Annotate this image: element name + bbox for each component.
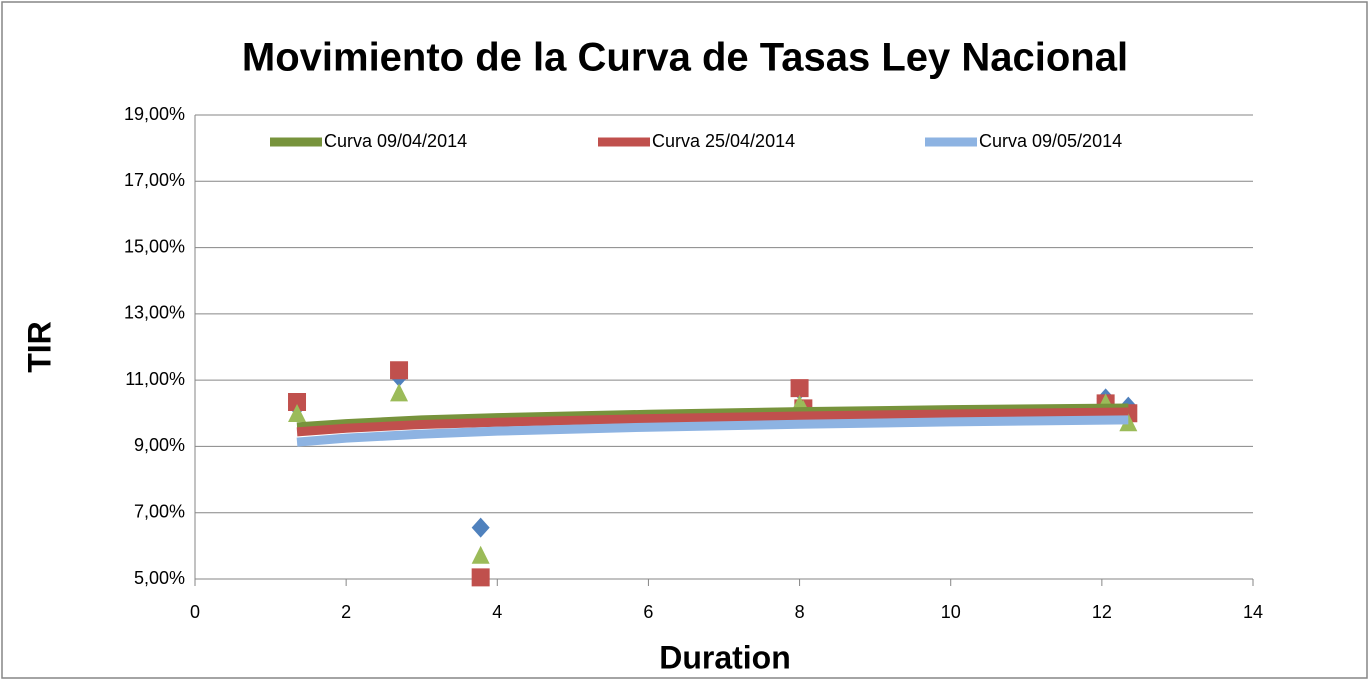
x-tick-label: 2 (341, 602, 351, 622)
legend-label: Curva 09/05/2014 (979, 131, 1122, 151)
data-point (471, 545, 490, 564)
data-point (288, 403, 307, 422)
legend-label: Curva 25/04/2014 (652, 131, 795, 151)
data-point (288, 393, 307, 412)
y-tick-label: 7,00% (134, 501, 185, 521)
y-tick-label: 13,00% (124, 303, 185, 323)
y-tick-label: 15,00% (124, 236, 185, 256)
data-point (390, 383, 409, 402)
x-tick-label: 0 (190, 602, 200, 622)
trend-line (296, 415, 1129, 447)
x-tick-label: 10 (941, 602, 961, 622)
y-tick-label: 11,00% (125, 369, 185, 389)
y-tick-label: 19,00% (124, 104, 185, 124)
y-tick-label: 17,00% (124, 170, 185, 190)
y-tick-label: 5,00% (134, 568, 185, 588)
data-point (390, 361, 409, 380)
trend-line (296, 407, 1129, 437)
legend-label: Curva 09/04/2014 (324, 131, 467, 151)
y-tick-label: 9,00% (134, 435, 185, 455)
x-tick-label: 6 (643, 602, 653, 622)
x-tick-label: 14 (1243, 602, 1263, 622)
x-tick-label: 4 (492, 602, 502, 622)
data-point (471, 568, 490, 587)
x-tick-label: 12 (1092, 602, 1112, 622)
chart-title: Movimiento de la Curva de Tasas Ley Naci… (242, 36, 1128, 80)
x-tick-label: 8 (795, 602, 805, 622)
y-axis-label: TIR (21, 321, 57, 373)
x-axis-label: Duration (659, 639, 791, 675)
data-point (790, 379, 809, 398)
data-point (471, 517, 490, 538)
